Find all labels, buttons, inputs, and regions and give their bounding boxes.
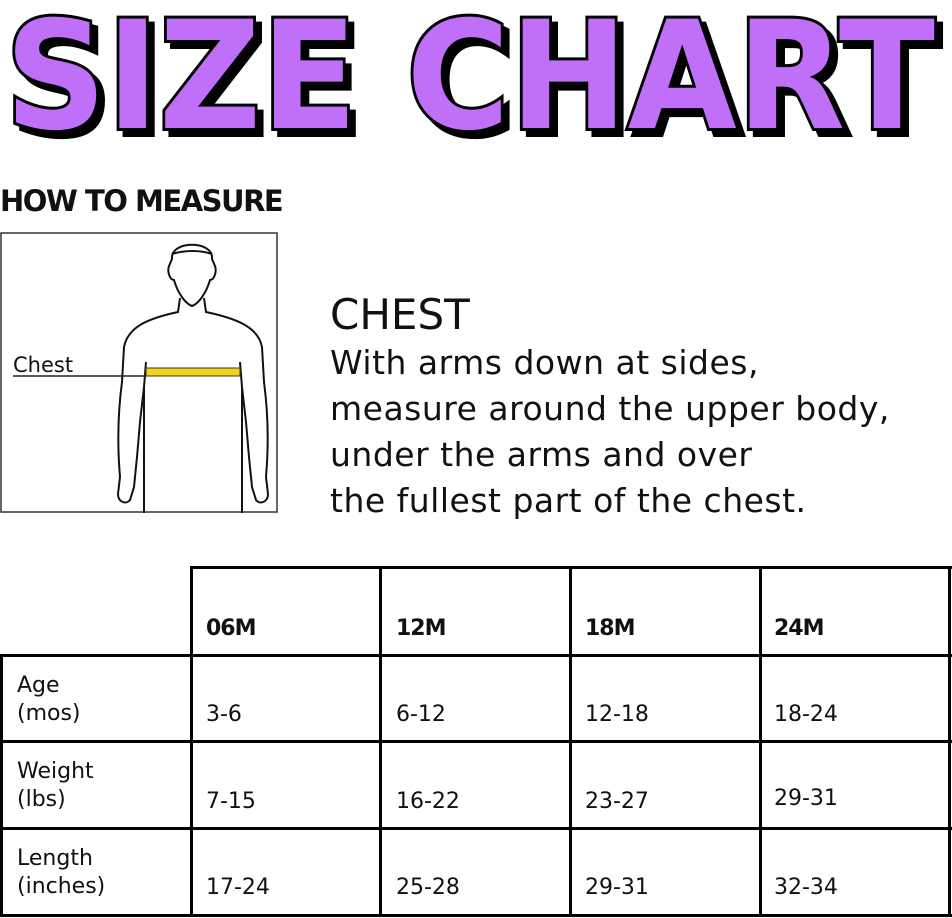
how-to-measure-heading: HOW TO MEASURE [0, 184, 284, 218]
size-chart-title: SIZE CHART [5, 0, 935, 150]
size-chart-title-logo: SIZE CHART [2, 0, 938, 150]
table-cell: 23-27 [585, 789, 649, 814]
table-border [379, 566, 382, 917]
table-border [0, 740, 952, 743]
table-cell: 16-22 [396, 789, 460, 814]
table-border [0, 654, 952, 657]
chest-instruction-line: With arms down at sides, [330, 343, 759, 382]
table-cell: 12-18 [585, 702, 649, 727]
chest-heading: CHEST [330, 290, 470, 339]
table-border [0, 827, 952, 830]
row-label: Length (inches) [17, 846, 106, 899]
table-cell: 29-31 [774, 786, 838, 811]
chest-instruction-line: the fullest part of the chest. [330, 481, 807, 520]
row-label: Weight (lbs) [17, 759, 94, 812]
table-cell: 17-24 [206, 875, 270, 900]
measure-figure: Chest [0, 232, 278, 513]
chest-instruction-line: measure around the upper body, [330, 389, 890, 428]
table-cell: 29-31 [585, 875, 649, 900]
column-header: 12M [396, 616, 447, 641]
chest-label: Chest [13, 353, 73, 377]
table-cell: 3-6 [206, 702, 242, 727]
column-header: 18M [585, 616, 636, 641]
table-border [569, 566, 572, 917]
table-cell: 32-34 [774, 875, 838, 900]
table-border [190, 566, 193, 917]
table-border [0, 654, 3, 917]
table-cell: 18-24 [774, 702, 838, 727]
row-label: Age (mos) [17, 673, 81, 726]
chest-instruction-line: under the arms and over [330, 435, 753, 474]
table-cell: 6-12 [396, 702, 446, 727]
table-border [759, 566, 762, 917]
table-cell: 7-15 [206, 789, 256, 814]
measuring-tape [145, 367, 241, 377]
body-outline-illustration: Chest [0, 232, 278, 513]
column-header: 06M [206, 616, 257, 641]
column-header: 24M [774, 616, 825, 641]
table-border [0, 914, 952, 917]
table-border [948, 566, 951, 917]
table-cell: 25-28 [396, 875, 460, 900]
